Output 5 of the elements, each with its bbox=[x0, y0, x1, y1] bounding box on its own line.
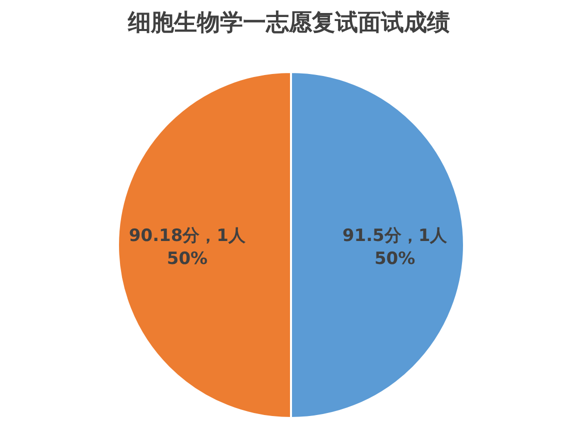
data-label: 50% bbox=[166, 249, 208, 269]
slice-label: 91.5分，1人 bbox=[342, 226, 448, 246]
data-label: 50% bbox=[374, 249, 416, 269]
slice-label: 90.18分，1人 bbox=[128, 226, 246, 246]
chart-title: 细胞生物学一志愿复试面试成绩 bbox=[127, 10, 450, 36]
